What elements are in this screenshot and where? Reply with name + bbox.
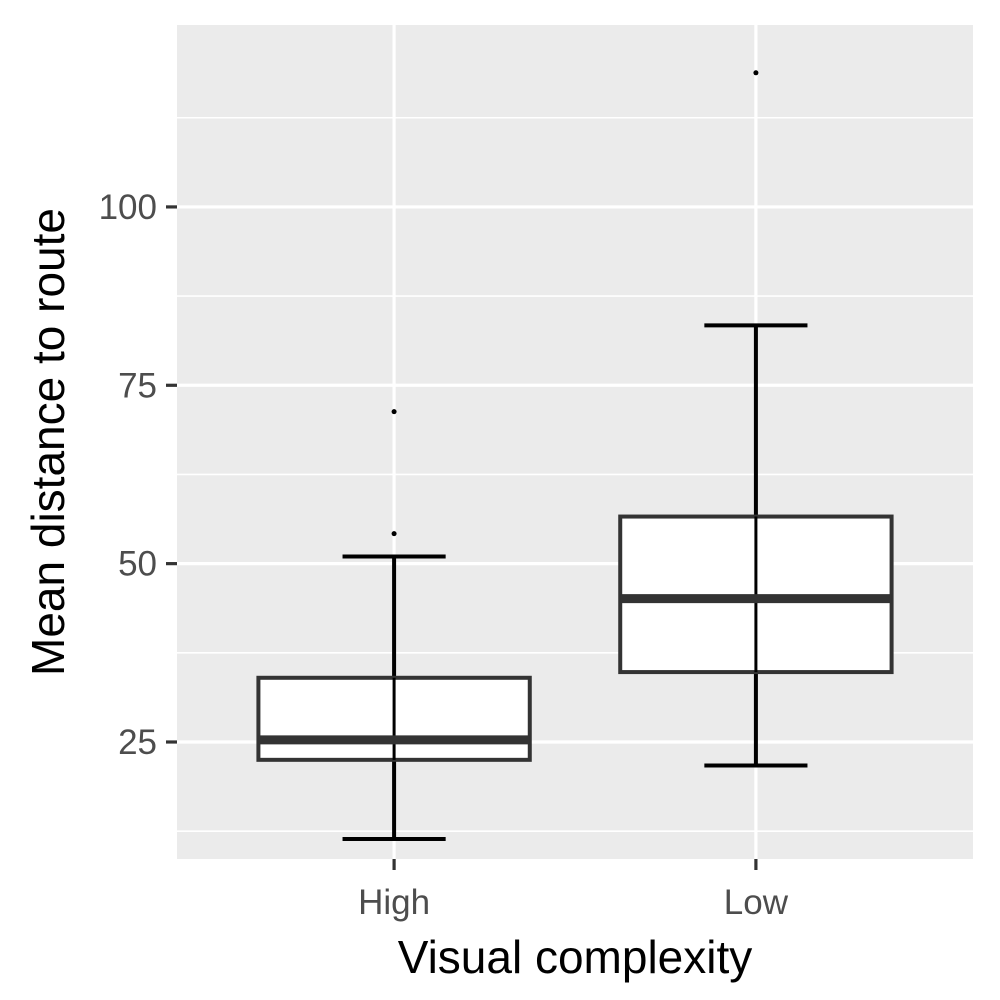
y-axis-title: Mean distance to route	[22, 208, 74, 676]
box-high	[256, 409, 532, 842]
x-tick-label: High	[358, 883, 430, 922]
y-tick-label: 100	[99, 188, 157, 227]
boxplot-series	[256, 70, 894, 842]
y-axis: 25 50 75 100	[99, 188, 177, 762]
outlier-point	[391, 531, 397, 537]
x-tick-label: Low	[724, 883, 789, 922]
x-axis-title: Visual complexity	[398, 931, 753, 983]
outlier-point	[391, 409, 397, 415]
minor-gridlines	[177, 116, 973, 832]
box-low	[618, 70, 894, 768]
y-tick-label: 75	[118, 366, 157, 405]
y-tick-label: 50	[118, 545, 157, 584]
y-tick-label: 25	[118, 723, 157, 762]
x-axis: High Low	[358, 859, 789, 922]
outlier-point	[753, 70, 759, 76]
